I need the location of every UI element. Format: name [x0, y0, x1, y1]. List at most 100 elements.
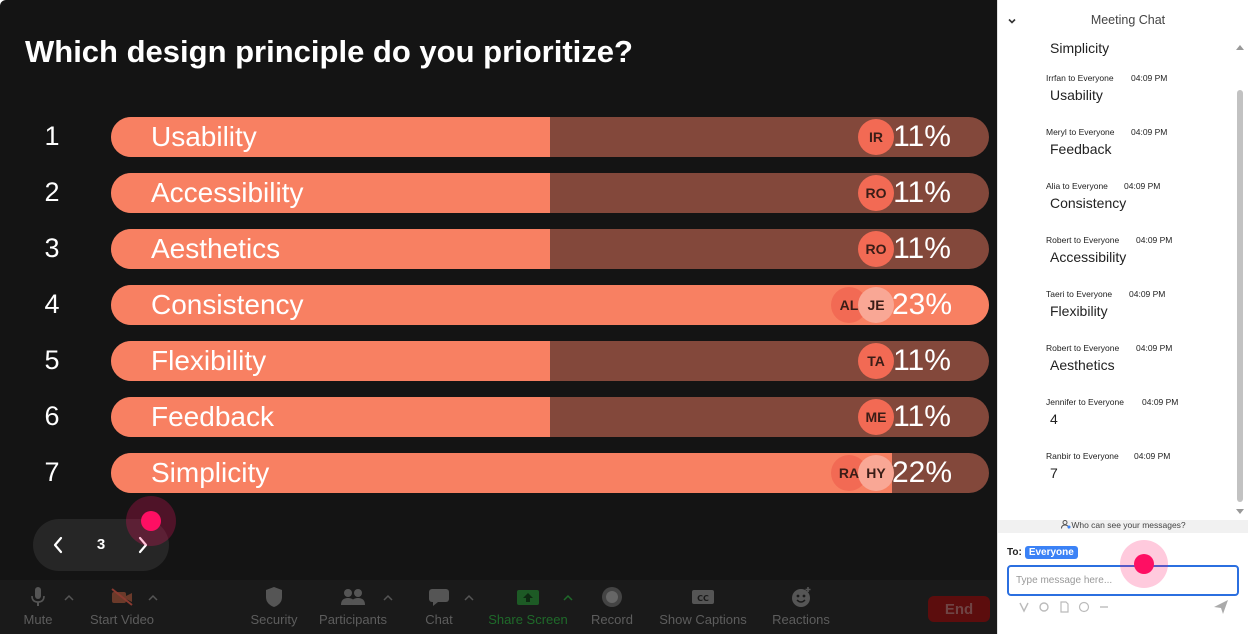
poll-option-row: 3 Aesthetics RO 11%	[0, 229, 997, 269]
chat-button[interactable]: Chat	[422, 584, 456, 630]
mute-label: Mute	[23, 612, 53, 627]
result-bar-fill	[111, 117, 550, 157]
video-options-caret-icon[interactable]	[147, 592, 159, 604]
participants-button[interactable]: Participants	[316, 584, 390, 630]
option-percent: 11%	[893, 176, 951, 209]
result-bar-fill	[111, 229, 550, 269]
captions-icon: CC	[692, 590, 714, 604]
click-indicator	[1120, 540, 1168, 588]
reactions-button[interactable]: Reactions	[770, 584, 832, 630]
voter-avatar: ME	[858, 399, 894, 435]
record-icon	[602, 587, 622, 607]
scroll-down-icon[interactable]	[1235, 508, 1245, 516]
message-visibility-info[interactable]: Who can see your messages?	[998, 520, 1248, 533]
option-number: 7	[44, 457, 60, 487]
result-bar-track	[111, 397, 989, 437]
share-screen-icon	[517, 590, 539, 605]
start-video-label: Start Video	[89, 612, 155, 627]
recipient-selector[interactable]: Everyone	[1024, 546, 1078, 559]
message-text: 7	[1050, 465, 1058, 481]
emoji-icon[interactable]	[1078, 601, 1090, 613]
message-time: 04:09 PM	[1136, 235, 1173, 245]
chat-message: Robert to Everyone 04:09 PM Accessibility	[998, 235, 1234, 285]
chat-bubble-icon	[429, 589, 449, 606]
poll-option-row: 1 Usability IR 11%	[0, 117, 997, 157]
voter-avatar: HY	[858, 455, 894, 491]
result-bar-track	[111, 229, 989, 269]
previous-page-button[interactable]	[45, 532, 71, 558]
scroll-thumb[interactable]	[1237, 90, 1243, 502]
who-can-see-label: Who can see your messages?	[1071, 520, 1186, 530]
people-icon	[341, 589, 365, 605]
message-text: Feedback	[1050, 141, 1112, 157]
chat-message-list: Simplicity Irrfan to Everyone 04:09 PM Usab…	[998, 36, 1234, 516]
option-percent: 11%	[893, 400, 951, 433]
option-percent: 23%	[892, 288, 953, 321]
chat-message: Robert to Everyone 04:09 PM Aesthetics	[998, 343, 1234, 393]
voter-avatar: RO	[858, 175, 894, 211]
poll-option-row: 2 Accessibility RO 11%	[0, 173, 997, 213]
message-sender: Ranbir to Everyone	[1046, 451, 1119, 461]
message-sender: Irrfan to Everyone	[1046, 73, 1114, 83]
chat-message: Ranbir to Everyone 04:09 PM 7	[998, 451, 1234, 501]
chevron-right-icon	[138, 536, 148, 554]
chevron-left-icon	[53, 536, 63, 554]
message-input[interactable]	[1007, 565, 1239, 596]
message-text: Simplicity	[1050, 40, 1110, 56]
message-sender: Meryl to Everyone	[1046, 127, 1115, 137]
mute-options-caret-icon[interactable]	[63, 592, 75, 604]
next-page-button[interactable]	[130, 532, 156, 558]
presentation-area: Which design principle do you prioritize…	[0, 0, 997, 580]
scroll-up-icon[interactable]	[1235, 43, 1245, 51]
screenshot-icon[interactable]	[1038, 601, 1050, 613]
result-bar-fill	[111, 173, 550, 213]
message-text: Usability	[1050, 87, 1103, 103]
person-icon	[1061, 520, 1071, 529]
result-bar-track	[111, 117, 989, 157]
chat-options-caret-icon[interactable]	[463, 592, 475, 604]
chat-message: Simplicity	[998, 36, 1234, 86]
chat-message: Taeri to Everyone 04:09 PM Flexibility	[998, 289, 1234, 339]
send-icon[interactable]	[1213, 599, 1229, 615]
participants-options-caret-icon[interactable]	[382, 592, 394, 604]
chat-label: Chat	[425, 612, 453, 627]
security-label: Security	[250, 612, 298, 627]
chat-message: Irrfan to Everyone 04:09 PM Usability	[998, 73, 1234, 123]
chat-message: Meryl to Everyone 04:09 PM Feedback	[998, 127, 1234, 177]
recipient-row: To: Everyone	[1007, 546, 1078, 559]
record-button[interactable]: Record	[589, 584, 635, 630]
slide-pager: 3	[33, 519, 169, 571]
option-number: 4	[44, 289, 60, 319]
end-meeting-button[interactable]: End	[928, 596, 990, 622]
mute-button[interactable]: Mute	[20, 584, 56, 630]
format-icon[interactable]	[1018, 601, 1030, 613]
option-percent: 11%	[893, 120, 951, 153]
chat-title: Meeting Chat	[1090, 13, 1166, 27]
chevron-down-icon[interactable]	[1006, 15, 1018, 27]
message-time: 04:09 PM	[1129, 289, 1166, 299]
start-video-button[interactable]: Start Video	[88, 584, 156, 630]
option-label: Simplicity	[151, 457, 270, 488]
option-label: Consistency	[151, 289, 304, 320]
show-captions-button[interactable]: CC Show Captions	[656, 584, 750, 630]
message-sender: Alia to Everyone	[1046, 181, 1108, 191]
option-number: 6	[44, 401, 60, 431]
option-percent: 22%	[892, 456, 953, 489]
meeting-toolbar: Mute Start Video Security Participants C…	[0, 580, 997, 634]
share-screen-button[interactable]: Share Screen	[486, 584, 570, 630]
poll-option-row: 5 Flexibility TA 11%	[0, 341, 997, 381]
more-icon[interactable]	[1098, 601, 1110, 613]
message-text: 4	[1050, 411, 1058, 427]
chat-scrollbar[interactable]	[1234, 40, 1246, 520]
message-time: 04:09 PM	[1131, 73, 1168, 83]
shield-icon	[266, 587, 282, 607]
reactions-label: Reactions	[772, 612, 830, 627]
voter-avatar: IR	[858, 119, 894, 155]
security-button[interactable]: Security	[248, 584, 300, 630]
chat-message: Alia to Everyone 04:09 PM Consistency	[998, 181, 1234, 231]
option-number: 1	[44, 121, 60, 151]
file-icon[interactable]	[1058, 601, 1070, 613]
share-screen-options-caret-icon[interactable]	[562, 592, 574, 604]
poll-question: Which design principle do you prioritize…	[25, 34, 633, 69]
poll-option-row: 7 Simplicity RA HY 22%	[0, 453, 997, 493]
